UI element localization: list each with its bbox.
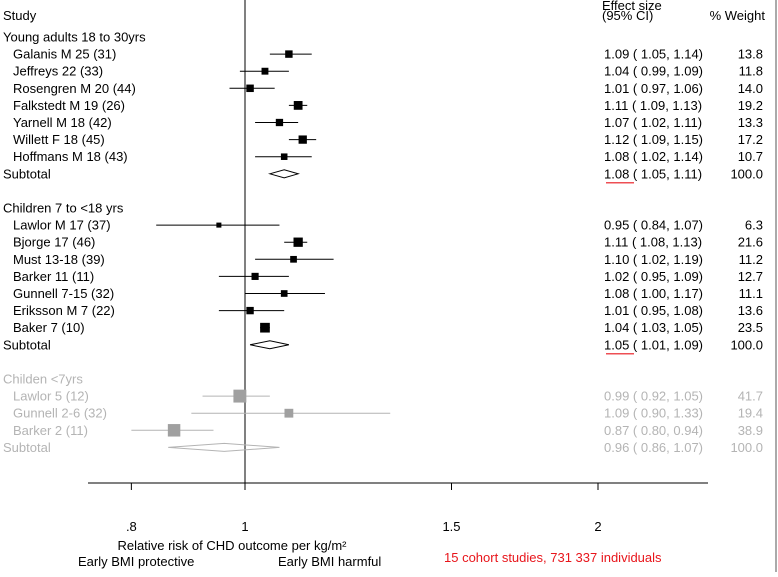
x-axis: .8 1 1.5 2 [88,482,708,534]
subtotal-effect-text: 1.05 ( 1.01, 1.09) [604,337,703,352]
weight-text: 21.6 [738,235,763,250]
point-estimate [167,424,181,437]
group-title: Children 7 to <18 yrs [3,201,124,216]
x-axis-tick-label: 1 [241,519,248,534]
x-axis-tick-label: .8 [126,519,137,534]
group-title: Childen <7yrs [3,372,83,387]
weight-text: 10.7 [738,149,763,164]
study-label: Hoffmans M 18 (43) [13,149,128,164]
header-effect-size: Effect size [602,0,662,13]
effect-size-text: 1.08 ( 1.02, 1.14) [604,149,703,164]
group-title: Young adults 18 to 30yrs [3,30,146,45]
direction-left-label: Early BMI protective [78,554,194,569]
point-estimate [233,389,247,403]
weight-text: 17.2 [738,132,763,147]
point-estimate [216,222,222,228]
direction-right-label: Early BMI harmful [278,554,381,569]
x-axis-tick-label: 2 [594,519,601,534]
study-label: Galanis M 25 (31) [13,47,116,62]
weight-text: 13.3 [738,115,763,130]
effect-size-text: 1.11 ( 1.08, 1.13) [604,235,702,250]
x-axis-tick-label: 1.5 [442,519,460,534]
study-label: Must 13-18 (39) [13,252,105,267]
study-label: Barker 2 (11) [13,423,88,438]
weight-text: 11.1 [739,286,763,301]
study-label: Falkstedt M 19 (26) [13,98,125,113]
subtotal-diamond [267,169,300,179]
subtotal-diamond [168,442,280,452]
effect-size-text: 1.12 ( 1.09, 1.15) [604,132,703,147]
weight-text: 11.8 [739,64,763,79]
point-estimate [261,67,269,75]
study-label: Rosengren M 20 (44) [13,81,136,96]
study-label: Baker 7 (10) [13,320,85,335]
subtotal-label: Subtotal [3,166,51,181]
effect-size-text: 1.07 ( 1.02, 1.11) [604,115,702,130]
header-study: Study [3,8,37,23]
point-estimate [280,290,288,297]
study-label: Gunnell 2-6 (32) [13,406,107,421]
study-label: Bjorge 17 (46) [13,235,95,250]
weight-text: 6.3 [745,218,763,233]
weight-text: 41.7 [738,389,763,404]
study-count-note: 15 cohort studies, 731 337 individuals [444,550,662,565]
weight-text: 14.0 [738,81,763,96]
effect-size-text: 1.01 ( 0.95, 1.08) [604,303,703,318]
study-label: Jeffreys 22 (33) [13,64,103,79]
weight-text: 11.2 [739,252,763,267]
subtotal-weight-text: 100.0 [730,166,763,181]
header-weight: % Weight [710,8,766,23]
weight-text: 38.9 [738,423,763,438]
study-label: Willett F 18 (45) [13,132,105,147]
effect-size-text: 1.09 ( 0.90, 1.33) [604,406,703,421]
effect-size-text: 1.11 ( 1.09, 1.13) [604,98,702,113]
weight-text: 13.6 [738,303,763,318]
effect-size-text: 1.02 ( 0.95, 1.09) [604,269,703,284]
effect-size-text: 1.04 ( 0.99, 1.09) [604,64,703,79]
point-estimate [293,101,303,110]
study-label: Yarnell M 18 (42) [13,115,112,130]
point-estimate [246,84,254,93]
weight-text: 13.8 [738,47,763,62]
weight-text: 12.7 [738,269,763,284]
point-estimate [275,118,284,127]
effect-size-text: 1.10 ( 1.02, 1.19) [604,252,703,267]
effect-size-text: 0.87 ( 0.80, 0.94) [604,423,703,438]
forest-rows: Young adults 18 to 30yrs Galanis M 25 (31… [3,0,763,483]
x-axis-title: Relative risk of CHD outcome per kg/m² [117,538,347,553]
subtotal-label: Subtotal [3,440,51,455]
study-label: Barker 11 (11) [13,269,94,284]
weight-text: 23.5 [738,320,763,335]
subtotal-effect-text: 0.96 ( 0.86, 1.07) [604,440,703,455]
effect-size-text: 1.01 ( 0.97, 1.06) [604,81,703,96]
subtotal-diamond [249,340,289,350]
effect-size-text: 0.95 ( 0.84, 1.07) [604,218,703,233]
point-estimate [251,272,259,280]
weight-text: 19.4 [738,406,763,421]
point-estimate [298,135,307,144]
subtotal-effect-text: 1.08 ( 1.05, 1.11) [604,166,702,181]
point-estimate [260,322,270,333]
weight-text: 19.2 [738,98,763,113]
effect-size-text: 1.08 ( 1.00, 1.17) [604,286,703,301]
study-label: Lawlor 5 (12) [13,389,89,404]
study-label: Lawlor M 17 (37) [13,218,111,233]
effect-size-text: 0.99 ( 0.92, 1.05) [604,389,703,404]
subtotal-weight-text: 100.0 [730,440,763,455]
point-estimate [290,255,297,263]
effect-size-text: 1.09 ( 1.05, 1.14) [604,47,703,62]
subtotal-label: Subtotal [3,337,51,352]
point-estimate [280,153,288,160]
point-estimate [285,50,293,58]
study-label: Eriksson M 7 (22) [13,303,115,318]
subtotal-weight-text: 100.0 [730,337,763,352]
point-estimate [284,408,294,418]
study-label: Gunnell 7-15 (32) [13,286,114,301]
effect-size-text: 1.04 ( 1.03, 1.05) [604,320,703,335]
point-estimate [293,237,303,247]
point-estimate [246,306,254,315]
header-ci: (95% CI) [602,8,653,23]
